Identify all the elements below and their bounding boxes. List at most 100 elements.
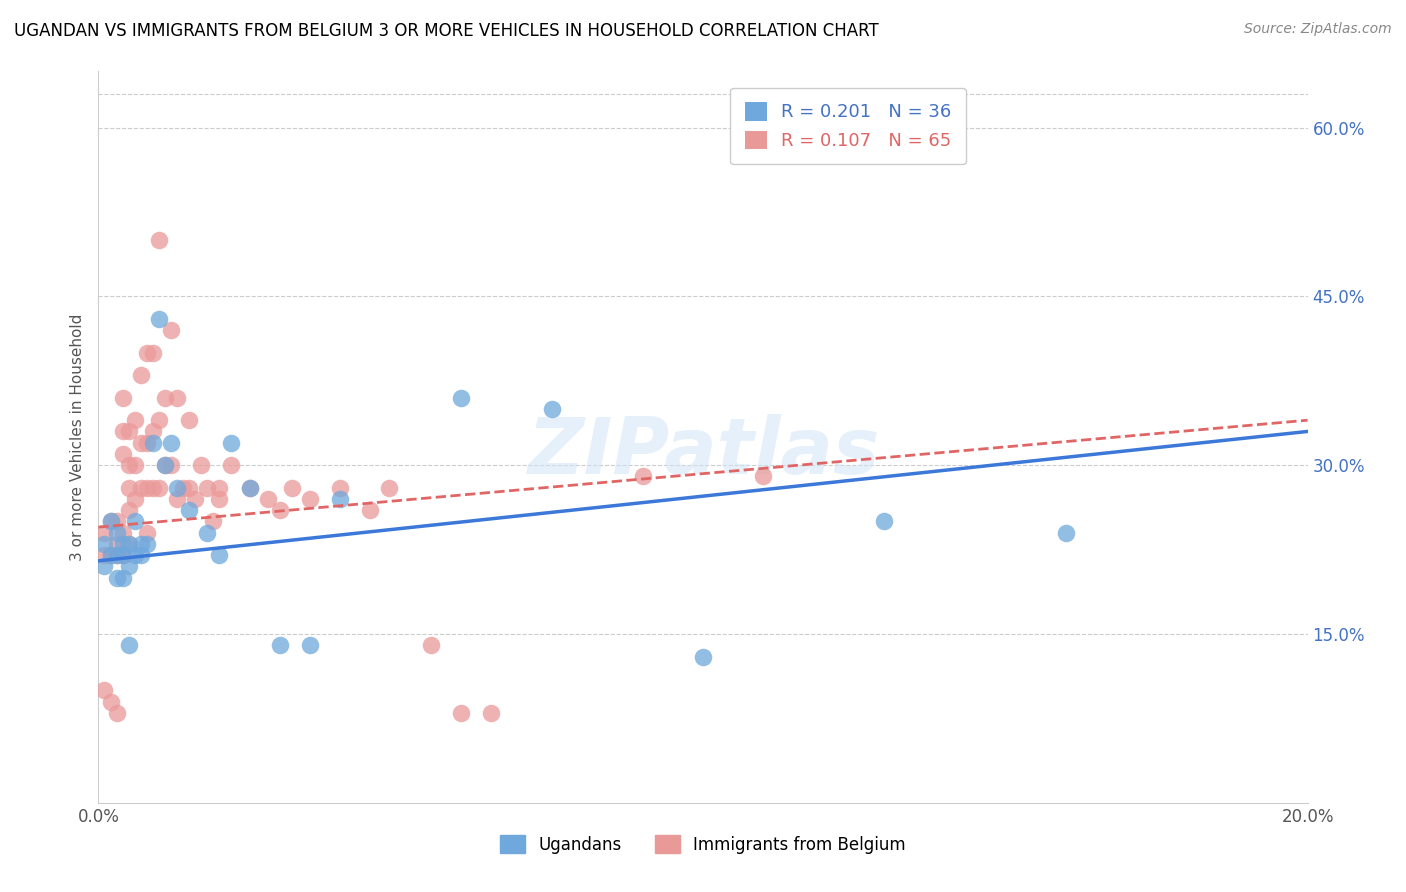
Point [202,515,225,529]
Point [160,458,183,473]
Point [153,391,176,405]
Point [208,548,231,562]
Text: Source: ZipAtlas.com: Source: ZipAtlas.com [1244,22,1392,37]
Point [166,481,188,495]
Point [873,515,896,529]
Point [450,706,472,720]
Point [692,649,714,664]
Point [93,548,115,562]
Point [105,548,128,562]
Point [135,537,157,551]
Point [281,481,304,495]
Point [129,368,152,383]
Point [153,458,176,473]
Point [160,435,183,450]
Point [329,491,352,506]
Point [105,515,128,529]
Point [148,481,170,495]
Point [269,638,291,652]
Point [111,571,134,585]
Point [269,503,291,517]
Point [100,694,122,708]
Point [153,458,176,473]
Point [172,481,194,495]
Point [100,515,122,529]
Point [148,312,170,326]
Point [190,458,212,473]
Point [208,491,231,506]
Point [179,503,201,517]
Point [100,548,122,562]
Point [179,413,201,427]
Legend: Ugandans, Immigrants from Belgium: Ugandans, Immigrants from Belgium [494,829,912,860]
Point [105,571,128,585]
Point [124,458,146,473]
Point [481,706,503,720]
Point [111,548,134,562]
Point [299,638,322,652]
Point [129,481,152,495]
Point [111,548,134,562]
Point [208,481,231,495]
Point [221,435,243,450]
Point [142,481,165,495]
Point [100,548,122,562]
Point [111,537,134,551]
Text: ZIPatlas: ZIPatlas [527,414,879,490]
Point [93,683,115,698]
Point [118,559,141,574]
Point [118,638,141,652]
Point [221,458,243,473]
Point [420,638,443,652]
Point [129,537,152,551]
Point [118,537,141,551]
Point [129,548,152,562]
Point [105,537,128,551]
Point [540,401,562,416]
Point [195,481,218,495]
Point [135,435,157,450]
Point [124,491,146,506]
Point [118,425,141,439]
Point [752,469,775,483]
Point [166,391,188,405]
Point [135,345,157,359]
Point [377,481,399,495]
Point [93,537,115,551]
Point [118,481,141,495]
Point [100,515,122,529]
Point [111,425,134,439]
Point [179,481,201,495]
Point [111,447,134,461]
Point [360,503,382,517]
Point [450,391,472,405]
Point [124,548,146,562]
Point [142,435,165,450]
Point [135,481,157,495]
Point [105,706,128,720]
Point [124,515,146,529]
Point [142,425,165,439]
Point [239,481,262,495]
Point [111,525,134,540]
Point [105,525,128,540]
Point [631,469,654,483]
Text: UGANDAN VS IMMIGRANTS FROM BELGIUM 3 OR MORE VEHICLES IN HOUSEHOLD CORRELATION C: UGANDAN VS IMMIGRANTS FROM BELGIUM 3 OR … [14,22,879,40]
Point [256,491,278,506]
Point [93,525,115,540]
Point [148,413,170,427]
Point [299,491,322,506]
Point [118,503,141,517]
Point [93,559,115,574]
Point [142,345,165,359]
Point [166,491,188,506]
Point [239,481,262,495]
Point [118,458,141,473]
Y-axis label: 3 or more Vehicles in Household: 3 or more Vehicles in Household [69,313,84,561]
Point [160,323,183,337]
Point [111,391,134,405]
Point [135,525,157,540]
Point [1054,525,1077,540]
Point [184,491,207,506]
Point [105,548,128,562]
